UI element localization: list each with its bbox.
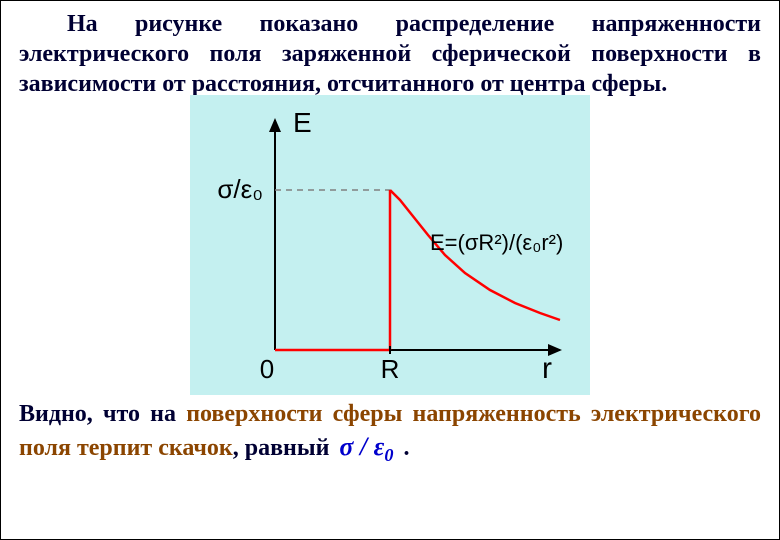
svg-text:r: r — [542, 352, 552, 385]
chart-container: Er 0 Rσ/ε₀ E=(σR²)/(ε₀r²) — [19, 95, 761, 395]
conclusion-paragraph: Видно, что на поверхности сферы напряжен… — [19, 399, 761, 468]
svg-text:E=(σR²)/(ε₀r²): E=(σR²)/(ε₀r²) — [430, 230, 563, 255]
intro-paragraph: На рисунке показано распределение напряж… — [19, 9, 761, 99]
svg-text:E: E — [293, 107, 312, 138]
conclusion-mid: , равный — [233, 435, 336, 461]
svg-text:σ/ε₀: σ/ε₀ — [217, 174, 263, 204]
conclusion-end: . — [397, 435, 409, 461]
conclusion-prefix: Видно, что на — [19, 401, 186, 427]
svg-text:R: R — [381, 354, 400, 384]
svg-text:0: 0 — [260, 354, 274, 384]
field-distribution-chart: Er 0 Rσ/ε₀ E=(σR²)/(ε₀r²) — [190, 95, 590, 395]
sigma-over-eps-formula: σ / ε0 — [335, 432, 397, 461]
